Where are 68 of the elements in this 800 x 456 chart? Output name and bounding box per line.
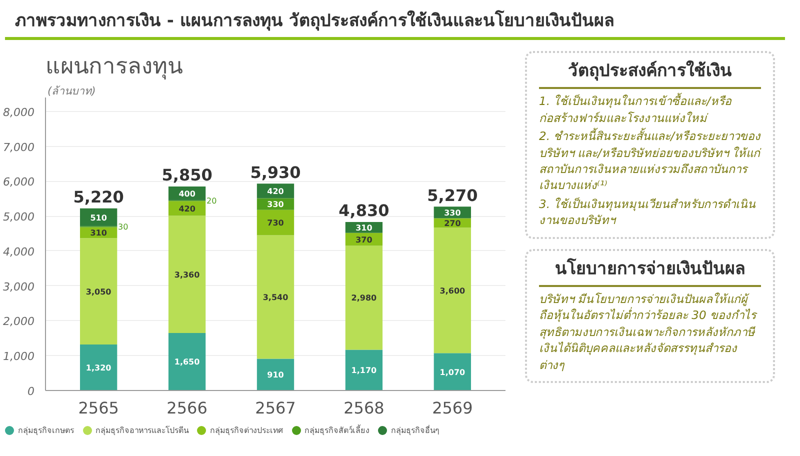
x-tick-label: 2568 (344, 398, 384, 418)
bar (345, 350, 383, 390)
data-label: 730 (267, 218, 284, 228)
bar (80, 344, 118, 390)
y-tick-label: 7,000 (3, 140, 35, 154)
bar (256, 358, 294, 390)
y-tick-label: 8,000 (3, 106, 35, 119)
bar (256, 235, 294, 359)
data-label: 910 (267, 370, 284, 380)
legend-label: กลุ่มธุรกิจอื่นๆ (390, 426, 440, 435)
data-label: 330 (444, 208, 462, 218)
bar (168, 216, 206, 333)
y-tick-label: 5,000 (3, 210, 35, 224)
total-label: 5,220 (73, 188, 124, 207)
data-label: 270 (444, 218, 462, 228)
y-tick-label: 1,000 (3, 350, 35, 364)
y-tick-label: 4,000 (3, 245, 35, 258)
chart-title: ภาพรวมทางการเงิน - แผนการลงทุน วัตถุประสงค์การใช้เงินและนโยบายเงินปันผล (5, 5, 785, 40)
total-label: 4,830 (338, 201, 390, 220)
y-tick-label: 0 (28, 385, 34, 398)
legend-label: กลุ่มธุรกิจต่างประเทศ (209, 426, 284, 435)
data-label: 510 (90, 213, 108, 222)
data-label: 420 (178, 204, 196, 214)
total-label: 5,850 (162, 166, 212, 185)
text: วัตถุประสงค์การใช้เงิน (539, 59, 761, 90)
x-tick-label: 2567 (255, 398, 296, 418)
text: 2. ชำระหนี้สินระยะสั้นและ/หรือระยะยาวของ บริษัทฯ และ/หรือบริษัทย่อยของบริษัทฯ ให้แก่สถาบันการเงินหลายแห่งรวมถึงสถาบันการเงินบางแห่ง⁽¹⁾ (539, 128, 761, 194)
data-label: 3,050 (86, 287, 112, 296)
data-label: 1,170 (351, 366, 378, 376)
legend-label: กลุ่มธุรกิจสัตว์เลี้ยง (304, 426, 370, 435)
text: บริษัทฯ มีนโยบายการจ่ายเงินปันผลให้แก่ผู้ถือหุ้นในอัตราไม่ต่ำกว่าร้อยละ 30 ของกำไรสุทธิตามงบการเงินเฉพาะกิจการหลังหักภาษีเงินได้นิติบุคคลและหลังจัดสรรทุนสำรองต่างๆ (539, 290, 758, 374)
data-label: 30 (118, 222, 128, 232)
text: นโยบายการจ่ายเงินปันผล (539, 256, 761, 287)
total-label: 5,270 (427, 186, 478, 205)
data-label: 20 (206, 196, 217, 206)
total-label: 5,930 (250, 162, 301, 182)
text: 3. ใช้เป็นเงินทุนหมุนเวียนสำหรับการดำเนินงานของบริษัทฯ (539, 196, 757, 229)
bar (434, 228, 471, 354)
y-tick-label: 6,000 (3, 176, 35, 189)
chart-subtitle: แผนการลงทุน (46, 54, 182, 80)
x-tick-label: 2566 (166, 398, 208, 418)
x-tick-label: 2569 (432, 398, 473, 418)
data-label: 370 (356, 235, 373, 244)
data-label: 310 (90, 228, 108, 238)
data-label: 2,980 (351, 294, 378, 303)
y-tick-label: 3,000 (3, 280, 35, 294)
data-label: 420 (267, 186, 284, 196)
bar (80, 238, 118, 344)
bar (256, 210, 294, 236)
data-label: 310 (356, 223, 373, 232)
legend-label: กลุ่มธุรกิจเกษตร (17, 426, 74, 435)
y-tick-label: 2,000 (3, 315, 35, 328)
text: 1. ใช้เป็นเงินทุนในการเข้าซื้อและ/หรือก่อสร้างฟาร์มและโรงงานแห่งใหม่ (539, 93, 733, 126)
y-axis-title: (ล้านบาท) (48, 84, 96, 98)
data-label: 330 (267, 200, 284, 210)
bar (434, 353, 471, 390)
bar (256, 184, 294, 198)
bar (345, 246, 383, 350)
data-label: 3,600 (440, 286, 466, 296)
data-label: 1,320 (86, 363, 112, 372)
x-tick-label: 2565 (78, 398, 119, 418)
data-label: 3,540 (262, 293, 289, 302)
data-label: 1,650 (174, 358, 200, 367)
data-label: 3,360 (174, 270, 200, 280)
bar (168, 332, 206, 390)
legend-label: กลุ่มธุรกิจอาหารและโปรตีน (94, 426, 189, 435)
data-label: 400 (178, 189, 196, 198)
data-label: 1,070 (440, 368, 466, 377)
